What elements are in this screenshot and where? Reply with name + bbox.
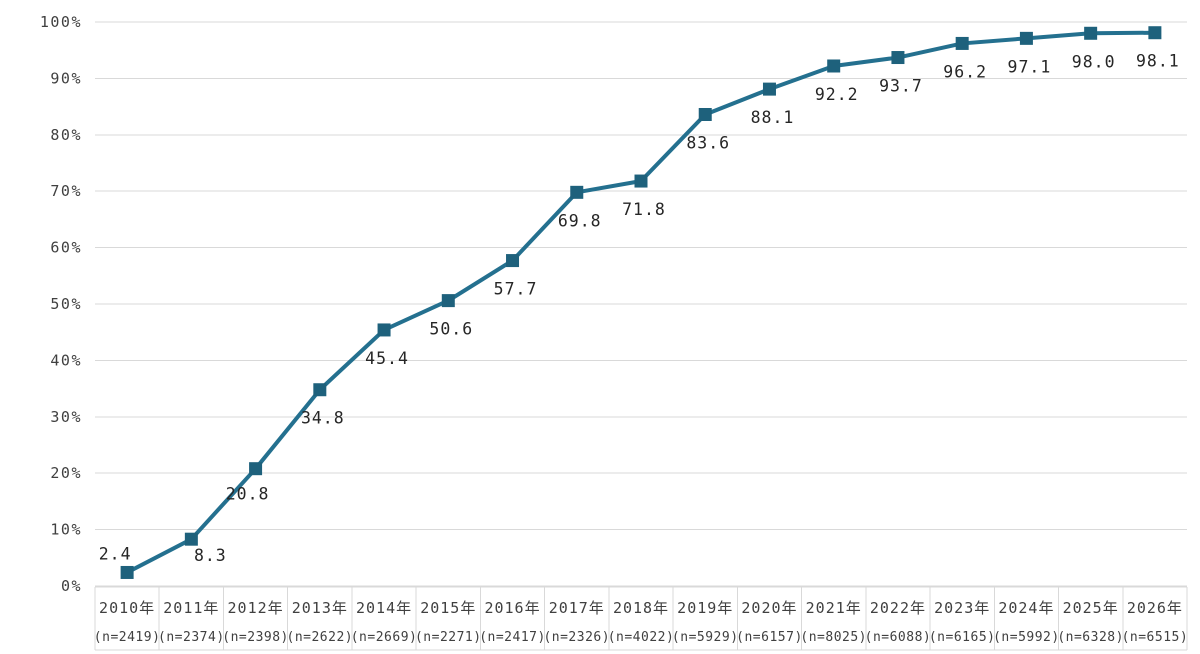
x-axis-year-label: 2023年 — [934, 599, 990, 617]
data-point-label: 98.1 — [1136, 52, 1180, 71]
x-axis-year-label: 2011年 — [163, 599, 219, 617]
x-axis-year-label: 2010年 — [99, 599, 155, 617]
x-axis-year-label: 2020年 — [741, 599, 797, 617]
x-axis-n-label: (n=6515) — [1122, 630, 1189, 645]
data-point-marker — [1084, 26, 1098, 40]
series-line — [125, 30, 1157, 575]
y-tick-label: 50% — [50, 295, 82, 313]
x-axis-n-label: (n=8025) — [800, 630, 867, 645]
data-point-label: 50.6 — [429, 320, 473, 339]
x-axis-n-label: (n=2374) — [158, 630, 225, 645]
x-axis-n-label: (n=2622) — [287, 630, 354, 645]
x-axis-year-label: 2017年 — [549, 599, 605, 617]
x-axis-n-label: (n=6165) — [929, 630, 996, 645]
data-point-marker — [634, 174, 648, 188]
x-axis-n-label: (n=6088) — [865, 630, 932, 645]
data-point-label: 83.6 — [686, 133, 730, 152]
x-axis-year-label: 2026年 — [1127, 599, 1183, 617]
y-tick-label: 100% — [40, 13, 82, 31]
data-point-label: 93.7 — [879, 77, 923, 96]
data-point-label: 2.4 — [99, 544, 132, 563]
data-point-label: 92.2 — [815, 85, 859, 104]
data-point-marker — [441, 294, 455, 308]
y-tick-label: 40% — [50, 351, 82, 369]
x-axis-n-label: (n=4022) — [608, 630, 675, 645]
data-point-label: 98.0 — [1072, 52, 1116, 71]
x-axis-n-label: (n=2326) — [543, 630, 610, 645]
x-axis-n-label: (n=2398) — [222, 630, 289, 645]
data-point-label: 34.8 — [301, 409, 345, 428]
x-axis-year-label: 2024年 — [998, 599, 1054, 617]
y-tick-label: 30% — [50, 408, 82, 426]
data-point-label: 96.2 — [943, 62, 987, 81]
data-point-marker — [698, 107, 712, 121]
data-point-label: 71.8 — [622, 200, 666, 219]
x-axis-n-label: (n=5929) — [672, 630, 739, 645]
data-point-marker — [570, 185, 584, 199]
x-axis-year-label: 2019年 — [677, 599, 733, 617]
data-point-marker — [891, 51, 905, 65]
data-point-marker — [506, 254, 520, 268]
x-axis-n-label: (n=5992) — [993, 630, 1060, 645]
data-point-label: 8.3 — [194, 546, 227, 565]
x-axis-year-label: 2015年 — [420, 599, 476, 617]
y-tick-label: 0% — [61, 577, 82, 595]
x-axis-year-label: 2018年 — [613, 599, 669, 617]
data-point-label: 69.8 — [558, 211, 602, 230]
data-point-label: 97.1 — [1008, 57, 1052, 76]
x-axis-year-label: 2021年 — [806, 599, 862, 617]
data-point-marker — [827, 59, 841, 73]
data-point-marker — [120, 565, 134, 579]
x-axis-year-label: 2016年 — [484, 599, 540, 617]
data-point-label: 57.7 — [494, 280, 538, 299]
x-axis-year-label: 2014年 — [356, 599, 412, 617]
data-point-marker — [313, 383, 327, 397]
x-axis-year-label: 2012年 — [228, 599, 284, 617]
x-axis-n-label: (n=6157) — [736, 630, 803, 645]
y-tick-label: 60% — [50, 239, 82, 257]
data-point-marker — [955, 36, 969, 50]
x-axis-year-label: 2022年 — [870, 599, 926, 617]
data-point-marker — [377, 323, 391, 337]
y-tick-label: 20% — [50, 464, 82, 482]
data-point-marker — [249, 462, 263, 476]
data-point-label: 20.8 — [226, 485, 270, 504]
data-point-marker — [762, 82, 776, 96]
y-tick-label: 90% — [50, 69, 82, 87]
data-point-label: 88.1 — [751, 108, 795, 127]
data-point-marker — [184, 532, 198, 546]
x-axis-n-label: (n=2419) — [94, 630, 161, 645]
x-axis-year-label: 2013年 — [292, 599, 348, 617]
data-point-marker — [1148, 26, 1162, 40]
y-tick-label: 10% — [50, 521, 82, 539]
x-axis-n-label: (n=2669) — [351, 630, 418, 645]
x-axis-year-label: 2025年 — [1063, 599, 1119, 617]
y-tick-label: 80% — [50, 126, 82, 144]
y-tick-label: 70% — [50, 182, 82, 200]
x-axis-n-label: (n=2417) — [479, 630, 546, 645]
x-axis-n-label: (n=6328) — [1057, 630, 1124, 645]
data-point-label: 45.4 — [365, 349, 409, 368]
data-point-marker — [1019, 31, 1033, 45]
x-axis-n-label: (n=2271) — [415, 630, 482, 645]
